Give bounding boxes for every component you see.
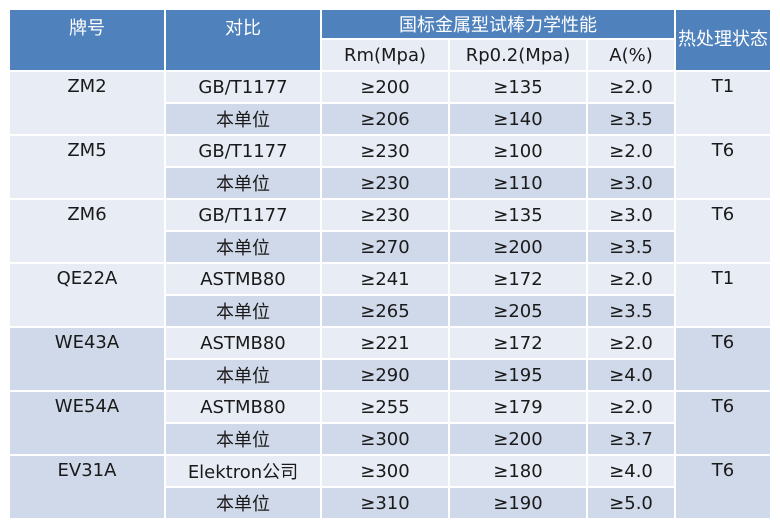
heat-treatment-cell: T6: [674, 326, 773, 392]
grade-cell: WE43A: [8, 326, 166, 392]
compare-cell: 本单位: [164, 358, 322, 392]
table-row: ZM6 GB/T1177 ≥230 ≥135 ≥3.0 T6: [8, 198, 773, 264]
table-row: QE22A ASTMB80 ≥241 ≥172 ≥2.0 T1: [8, 262, 773, 328]
rm-cell: ≥230: [320, 166, 450, 200]
rp-cell: ≥179: [448, 390, 588, 424]
mechanical-properties-table: 牌号 对比 国标金属型试棒力学性能 热处理状态 Rm(Mpa) Rp0.2(Mp…: [8, 8, 773, 520]
header-a: A(%): [585, 38, 677, 72]
table-row: 本单位 ≥206 ≥140 ≥3.5: [9, 102, 771, 136]
compare-cell: 本单位: [164, 230, 322, 264]
elongation-cell: ≥2.0: [585, 262, 677, 296]
properties-table-wrapper: 牌号 对比 国标金属型试棒力学性能 热处理状态 Rm(Mpa) Rp0.2(Mp…: [8, 8, 773, 520]
rp-cell: ≥180: [448, 454, 588, 488]
rm-cell: ≥290: [320, 358, 450, 392]
elongation-cell: ≥2.0: [585, 326, 677, 360]
table-row: 本单位 ≥230 ≥110 ≥3.0: [9, 166, 771, 200]
rp-cell: ≥135: [448, 70, 588, 104]
table-row: ZM2 GB/T1177 ≥200 ≥135 ≥2.0 T1: [8, 70, 773, 136]
elongation-cell: ≥3.5: [585, 294, 677, 328]
table-row: WE43A ASTMB80 ≥221 ≥172 ≥2.0 T6: [8, 326, 773, 392]
table-row: 本单位 ≥310 ≥190 ≥5.0: [9, 486, 771, 520]
heat-treatment-cell: T6: [674, 134, 773, 200]
grade-cell: ZM6: [8, 198, 166, 264]
grade-cell: ZM5: [8, 134, 166, 200]
compare-cell: GB/T1177: [164, 198, 322, 232]
compare-cell: 本单位: [164, 422, 322, 456]
rm-cell: ≥241: [320, 262, 450, 296]
grade-cell: ZM2: [8, 70, 166, 136]
compare-cell: GB/T1177: [164, 70, 322, 104]
header-rp: Rp0.2(Mpa): [448, 38, 588, 72]
compare-cell: GB/T1177: [164, 134, 322, 168]
elongation-cell: ≥2.0: [585, 134, 677, 168]
rp-cell: ≥200: [448, 422, 588, 456]
rm-cell: ≥300: [320, 422, 450, 456]
elongation-cell: ≥3.0: [585, 166, 677, 200]
compare-cell: 本单位: [164, 294, 322, 328]
rm-cell: ≥265: [320, 294, 450, 328]
rm-cell: ≥255: [320, 390, 450, 424]
elongation-cell: ≥2.0: [585, 70, 677, 104]
rp-cell: ≥205: [448, 294, 588, 328]
heat-treatment-cell: T6: [674, 198, 773, 264]
rm-cell: ≥310: [320, 486, 450, 520]
header-properties: 国标金属型试棒力学性能: [319, 8, 677, 40]
rp-cell: ≥100: [448, 134, 588, 168]
rp-cell: ≥200: [448, 230, 588, 264]
heat-treatment-cell: T1: [674, 70, 773, 136]
compare-cell: ASTMB80: [164, 326, 322, 360]
elongation-cell: ≥5.0: [585, 486, 677, 520]
table-row: WE54A ASTMB80 ≥255 ≥179 ≥2.0 T6: [8, 390, 773, 456]
compare-cell: ASTMB80: [164, 390, 322, 424]
elongation-cell: ≥3.0: [585, 198, 677, 232]
rm-cell: ≥270: [320, 230, 450, 264]
grade-cell: WE54A: [8, 390, 166, 456]
header-rm: Rm(Mpa): [320, 38, 450, 72]
rm-cell: ≥206: [320, 102, 450, 136]
compare-cell: Elektron公司: [164, 454, 322, 488]
rp-cell: ≥172: [448, 262, 588, 296]
heat-treatment-cell: T6: [674, 390, 773, 456]
table-row: EV31A Elektron公司 ≥300 ≥180 ≥4.0 T6: [8, 454, 773, 520]
rm-cell: ≥221: [320, 326, 450, 360]
elongation-cell: ≥3.5: [585, 102, 677, 136]
grade-cell: EV31A: [8, 454, 166, 520]
header-heat-treatment: 热处理状态: [674, 8, 773, 72]
table-row: ZM5 GB/T1177 ≥230 ≥100 ≥2.0 T6: [8, 134, 773, 200]
table-body: ZM2 GB/T1177 ≥200 ≥135 ≥2.0 T1 本单位 ≥206 ≥140 ≥3.5…: [8, 70, 773, 520]
table-row: 本单位 ≥290 ≥195 ≥4.0: [9, 358, 771, 392]
rm-cell: ≥230: [320, 198, 450, 232]
rp-cell: ≥190: [448, 486, 588, 520]
rp-cell: ≥140: [448, 102, 588, 136]
elongation-cell: ≥4.0: [585, 358, 677, 392]
rp-cell: ≥172: [448, 326, 588, 360]
header-compare: 对比: [164, 8, 322, 72]
rm-cell: ≥200: [320, 70, 450, 104]
rp-cell: ≥135: [448, 198, 588, 232]
header-grade: 牌号: [8, 8, 166, 72]
compare-cell: ASTMB80: [164, 262, 322, 296]
elongation-cell: ≥4.0: [585, 454, 677, 488]
rp-cell: ≥195: [448, 358, 588, 392]
rp-cell: ≥110: [448, 166, 588, 200]
table-row: 本单位 ≥270 ≥200 ≥3.5: [9, 230, 771, 264]
table-row: 本单位 ≥300 ≥200 ≥3.7: [9, 422, 771, 456]
compare-cell: 本单位: [164, 102, 322, 136]
grade-cell: QE22A: [8, 262, 166, 328]
table-row: 本单位 ≥265 ≥205 ≥3.5: [9, 294, 771, 328]
heat-treatment-cell: T1: [674, 262, 773, 328]
elongation-cell: ≥3.5: [585, 230, 677, 264]
heat-treatment-cell: T6: [674, 454, 773, 520]
compare-cell: 本单位: [164, 486, 322, 520]
rm-cell: ≥300: [320, 454, 450, 488]
elongation-cell: ≥2.0: [585, 390, 677, 424]
rm-cell: ≥230: [320, 134, 450, 168]
compare-cell: 本单位: [164, 166, 322, 200]
elongation-cell: ≥3.7: [585, 422, 677, 456]
